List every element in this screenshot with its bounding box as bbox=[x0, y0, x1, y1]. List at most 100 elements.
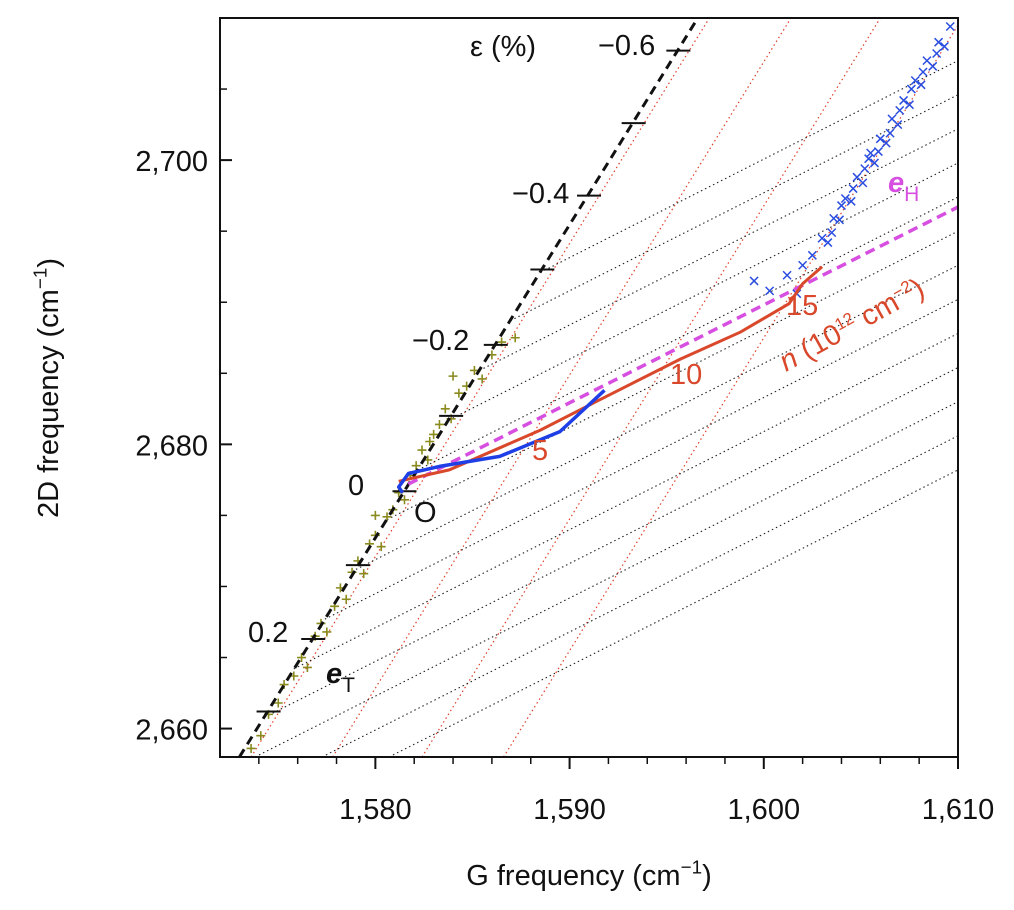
x-tick-label: 1,580 bbox=[339, 794, 412, 826]
blue-point bbox=[918, 67, 928, 77]
iso-doping-line bbox=[254, 401, 958, 757]
olive-point bbox=[440, 404, 450, 414]
blue-point bbox=[829, 213, 839, 223]
blue-point bbox=[836, 201, 847, 211]
x-axis-label-part: −1 bbox=[681, 856, 703, 877]
olive-point bbox=[273, 698, 283, 708]
iso-doping-line bbox=[448, 162, 958, 421]
blue-point bbox=[782, 270, 792, 280]
blue-point bbox=[817, 233, 827, 243]
olive-point bbox=[454, 388, 464, 398]
plot-frame bbox=[219, 17, 959, 758]
plot-area bbox=[238, 18, 958, 757]
blue-point bbox=[873, 147, 883, 157]
y-tick-label: 2,660 bbox=[135, 715, 208, 747]
iso-doping-line bbox=[324, 298, 958, 620]
olive-point bbox=[341, 594, 351, 604]
iso-doping-line bbox=[540, 60, 958, 273]
olive-point bbox=[425, 437, 435, 447]
eT-label: eT bbox=[326, 658, 355, 697]
strain-label: −0.4 bbox=[512, 178, 569, 210]
blue-point bbox=[860, 164, 870, 174]
blue-point bbox=[798, 260, 808, 270]
blue-point bbox=[893, 120, 903, 130]
strain-label: 0.2 bbox=[248, 617, 288, 649]
y-tick-label: 2,700 bbox=[135, 146, 208, 178]
blue-point bbox=[835, 215, 845, 225]
blue-point bbox=[885, 128, 895, 138]
x-axis-label: G frequency (cm−1) bbox=[466, 856, 712, 892]
y-axis-label: 2D frequency (cm−1) bbox=[29, 258, 65, 518]
olive-point bbox=[417, 445, 427, 455]
strain-axis-label: ε (%) bbox=[470, 31, 536, 63]
x-axis-label-part: G frequency (cm bbox=[466, 860, 680, 892]
olive-point bbox=[359, 569, 369, 579]
eH-label-part: e bbox=[888, 167, 904, 199]
blue-point bbox=[858, 178, 868, 188]
olive-point bbox=[246, 743, 256, 753]
blue-point bbox=[895, 105, 905, 115]
eH-label-part: H bbox=[904, 183, 919, 206]
blue-point bbox=[827, 228, 837, 238]
iso-doping-line bbox=[388, 469, 958, 757]
x-tick-label: 1,590 bbox=[533, 794, 606, 826]
blue-curve bbox=[396, 389, 606, 494]
y-axis-label-part: −1 bbox=[29, 268, 50, 290]
olive-point bbox=[434, 419, 444, 429]
blue-point bbox=[765, 286, 775, 296]
blue-point bbox=[932, 48, 942, 59]
eT-label-part: T bbox=[342, 674, 355, 697]
olive-point bbox=[400, 495, 409, 505]
olive-point bbox=[510, 333, 520, 343]
blue-point bbox=[823, 238, 833, 248]
iso-doping-line bbox=[293, 333, 958, 670]
olive-point bbox=[477, 374, 487, 384]
blue-point bbox=[881, 138, 891, 148]
doping-line bbox=[407, 205, 958, 486]
strain-label: −0.6 bbox=[598, 30, 655, 62]
blue-point bbox=[848, 184, 858, 194]
olive-point bbox=[302, 662, 312, 672]
doping-label: 5 bbox=[532, 435, 548, 467]
blue-point bbox=[934, 37, 944, 47]
iso-strain-line bbox=[250, 18, 710, 757]
blue-point bbox=[945, 21, 955, 32]
iso-doping-line bbox=[386, 230, 958, 521]
olive-point bbox=[448, 371, 458, 381]
doping-label: 15 bbox=[786, 290, 818, 322]
blue-point bbox=[916, 80, 926, 90]
iso-doping-line bbox=[479, 128, 958, 371]
doping-data bbox=[398, 265, 824, 483]
strain-line bbox=[238, 18, 700, 757]
blue-point bbox=[904, 100, 914, 110]
y-tick-label: 2,680 bbox=[135, 430, 208, 462]
x-axis-label-part: ) bbox=[702, 860, 712, 892]
olive-point bbox=[256, 731, 266, 741]
blue-point bbox=[939, 41, 949, 51]
eH-label: eH bbox=[888, 167, 919, 206]
iso-doping-line bbox=[417, 196, 958, 471]
blue-point bbox=[807, 250, 817, 260]
axes: 1,580 1,590 1,600 1,610 2,660 2,680 2,700 G fre… bbox=[29, 17, 994, 892]
iso-doping-line bbox=[321, 435, 958, 757]
blue-point bbox=[846, 196, 856, 206]
doping-label: 10 bbox=[670, 359, 702, 391]
blue-point bbox=[906, 84, 916, 94]
origin-label: O bbox=[414, 497, 437, 529]
blue-point bbox=[869, 158, 880, 168]
blue-point bbox=[864, 154, 874, 164]
y-axis-label-part: 2D frequency (cm bbox=[33, 289, 65, 518]
blue-point bbox=[899, 95, 909, 105]
blue-point bbox=[875, 134, 885, 144]
blue-point bbox=[910, 76, 920, 86]
iso-strain-line bbox=[503, 24, 958, 757]
blue-point bbox=[840, 193, 850, 204]
olive-point bbox=[376, 542, 386, 552]
olive-point bbox=[297, 653, 307, 663]
olive-point bbox=[411, 461, 421, 471]
iso-strain-line bbox=[332, 18, 792, 757]
olive-point bbox=[370, 510, 380, 520]
blue-point bbox=[928, 61, 938, 71]
iso-strain-line bbox=[421, 18, 881, 757]
